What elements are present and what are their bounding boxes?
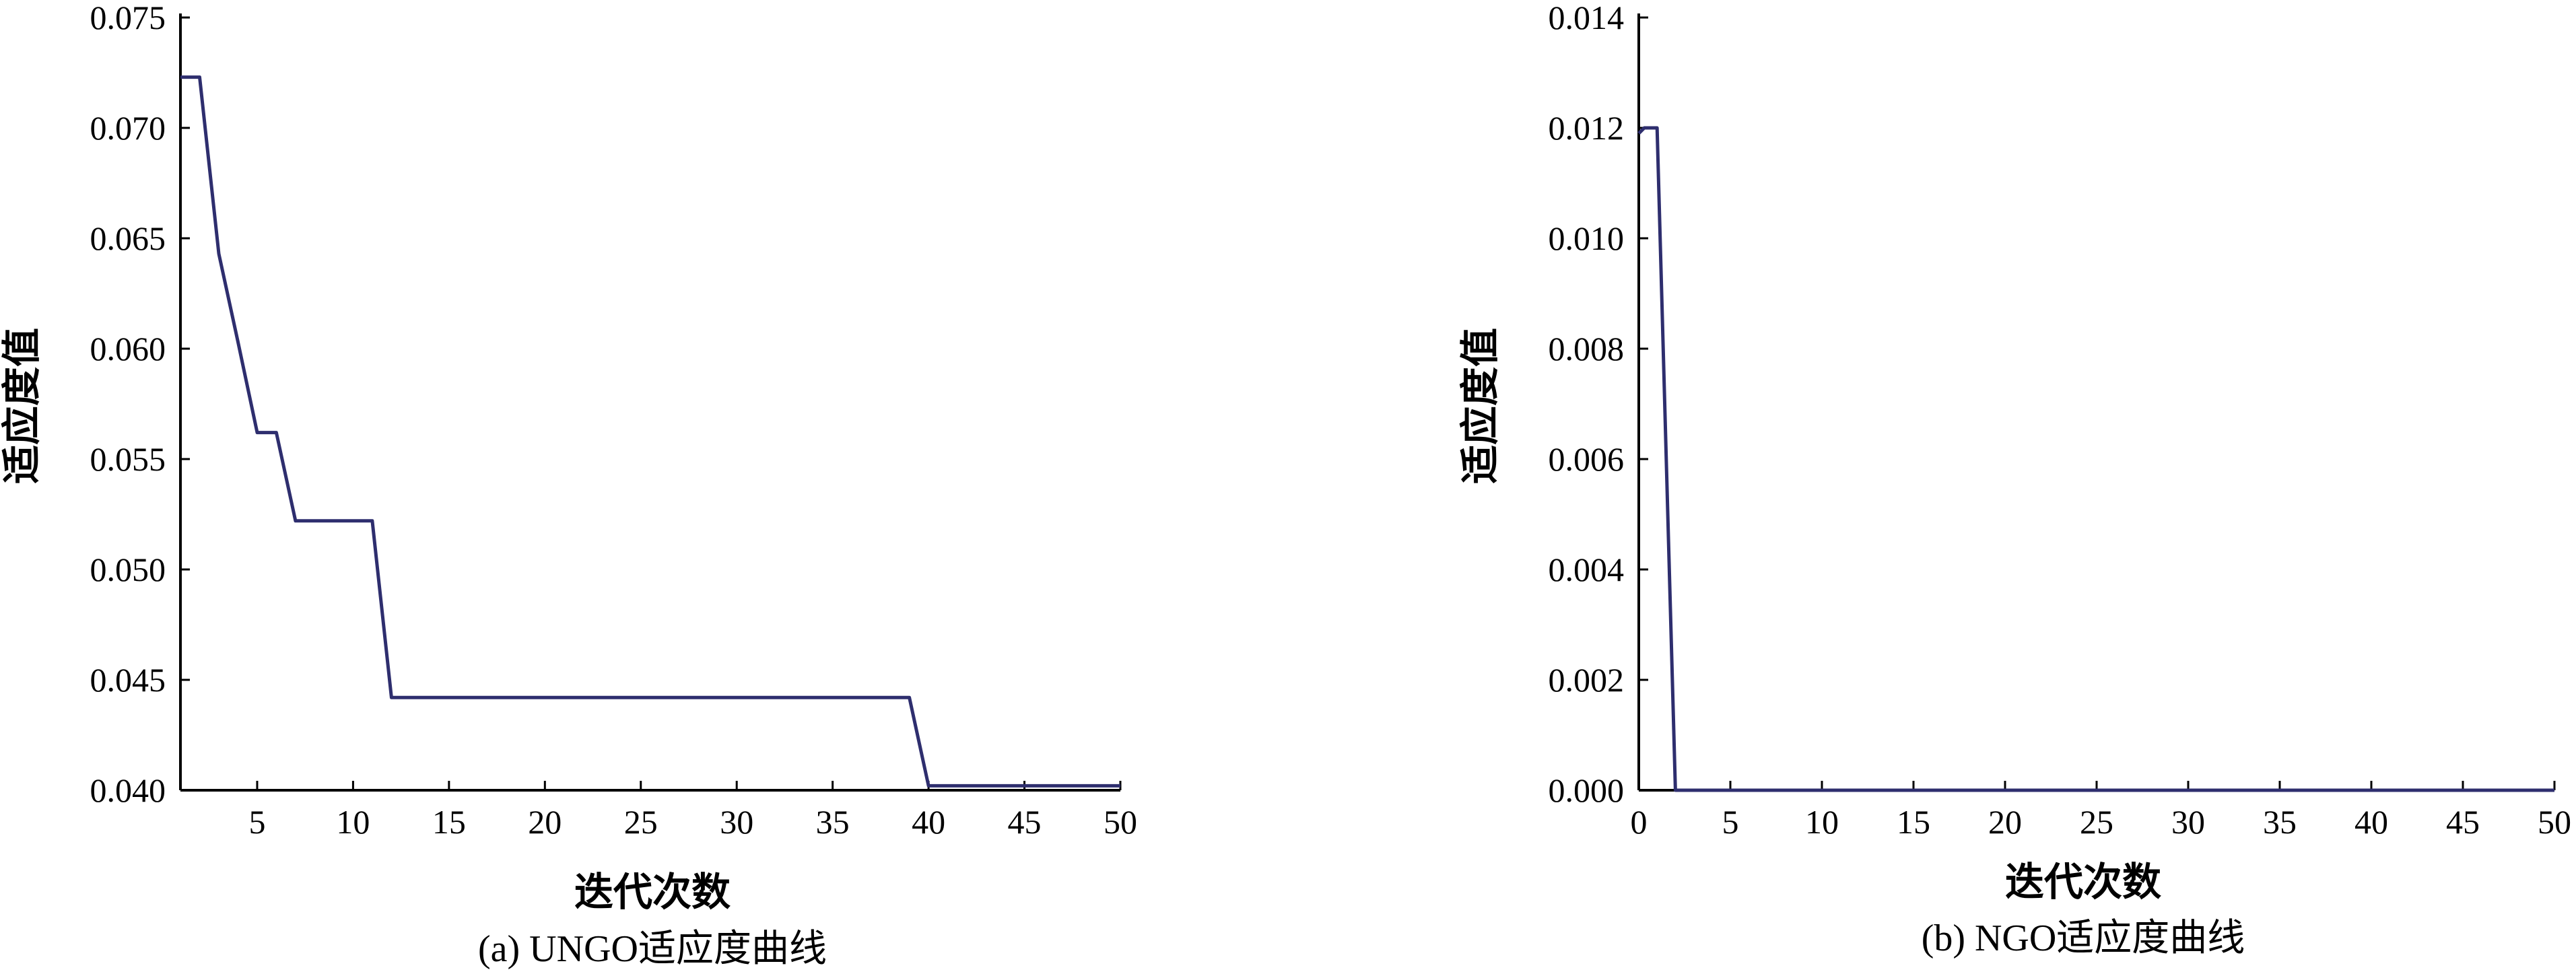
chart-a-y-tick-label: 0.045 [90, 661, 166, 699]
chart-a-x-tick-label: 50 [1104, 803, 1137, 841]
chart-b-x-tick-label: 50 [2538, 803, 2571, 841]
chart-a-y-tick-label: 0.075 [90, 0, 166, 36]
chart-b-y-tick-label: 0.004 [1549, 551, 1625, 588]
chart-a-y-tick-label: 0.070 [90, 109, 166, 147]
chart-b-caption: (b) NGO适应度曲线 [1922, 917, 2245, 959]
chart-a-x-tick-label: 20 [528, 803, 562, 841]
chart-b-x-tick-label: 45 [2446, 803, 2480, 841]
chart-a-y-tick-label: 0.040 [90, 771, 166, 809]
chart-b-x-tick-label: 40 [2354, 803, 2388, 841]
chart-a-series-line [180, 75, 1120, 788]
chart-a-xlabel: 迭代次数 [574, 870, 731, 914]
chart-a-x-tick-label: 10 [336, 803, 370, 841]
chart-a-y-tick-label: 0.050 [90, 551, 166, 588]
chart-b-ngo: (b) NGO适应度曲线 迭代次数 适应度值 0.000 0.002 0.004 0.… [1458, 0, 2571, 959]
chart-a-x-tick-label: 45 [1008, 803, 1042, 841]
chart-b-x-tick-label: 0 [1631, 803, 1648, 841]
chart-a-y-tick-label: 0.055 [90, 440, 166, 478]
chart-b-x-tick-label: 25 [2080, 803, 2113, 841]
chart-a-x-tick-label: 5 [248, 803, 265, 841]
chart-a-y-tick-label: 0.065 [90, 219, 166, 257]
chart-b-x-tick-label: 15 [1897, 803, 1930, 841]
chart-b-x-tick-label: 10 [1805, 803, 1839, 841]
chart-b-x-tick-label: 5 [1722, 803, 1739, 841]
chart-a-caption: (a) UNGO适应度曲线 [478, 928, 827, 970]
chart-b-ylabel: 适应度值 [1458, 328, 1502, 484]
chart-a-x-tick-label: 35 [816, 803, 850, 841]
chart-b-x-tick-label: 30 [2171, 803, 2205, 841]
chart-a-x-tick-label: 25 [624, 803, 658, 841]
chart-b-y-tick-label: 0.000 [1549, 771, 1625, 809]
chart-a-y-tick-label: 0.060 [90, 330, 166, 368]
chart-a-ylabel: 适应度值 [0, 328, 44, 484]
chart-b-y-tick-label: 0.008 [1549, 330, 1625, 368]
chart-a-ungo: (a) UNGO适应度曲线 迭代次数 适应度值 0.040 0.045 0.050 0… [0, 0, 1137, 970]
chart-b-xlabel: 迭代次数 [2005, 860, 2161, 904]
chart-b-series-line [1637, 126, 2554, 792]
chart-b-y-tick-label: 0.010 [1549, 219, 1625, 257]
chart-b-x-tick-label: 20 [1988, 803, 2022, 841]
chart-a-x-tick-label: 15 [432, 803, 466, 841]
chart-a-x-tick-label: 40 [912, 803, 945, 841]
chart-a-x-tick-label: 30 [720, 803, 753, 841]
chart-b-y-tick-label: 0.002 [1549, 661, 1625, 699]
chart-b-y-tick-label: 0.012 [1549, 109, 1625, 147]
chart-b-y-tick-label: 0.006 [1549, 440, 1625, 478]
chart-b-x-tick-label: 35 [2263, 803, 2297, 841]
chart-b-y-tick-label: 0.014 [1549, 0, 1625, 36]
